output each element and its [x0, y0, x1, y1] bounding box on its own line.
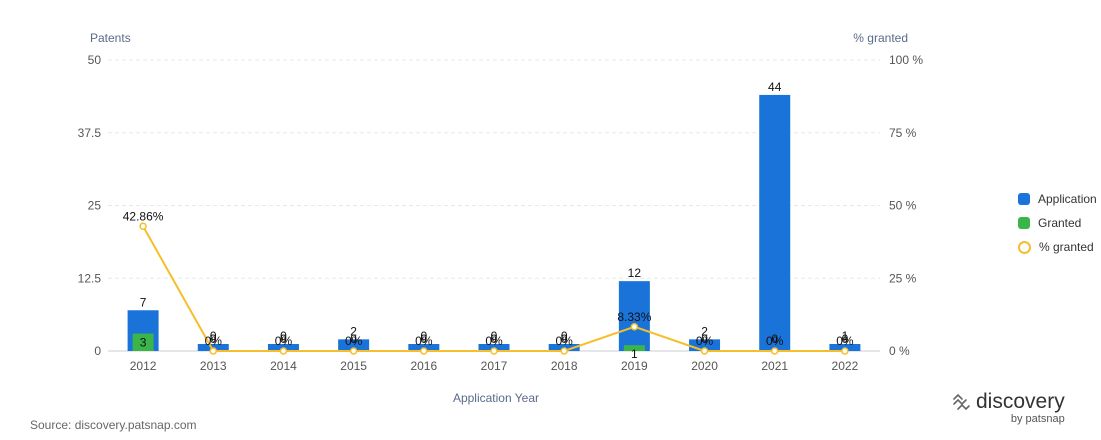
y2-axis-title: % granted	[853, 31, 908, 45]
data-label-pct-granted: 0%	[275, 334, 293, 348]
data-label-pct-granted: 0%	[836, 334, 854, 348]
legend-swatch-granted	[1018, 217, 1030, 229]
point-pct-granted	[139, 222, 147, 231]
y2-tick-label: 75 %	[889, 126, 917, 140]
data-label-granted: 1	[631, 347, 638, 361]
bar-application	[689, 339, 721, 351]
data-label-pct-granted: 0%	[485, 334, 503, 348]
bar-granted	[623, 345, 645, 351]
chart: 0 12.5 25 37.5 50 0 % 25 % 50 % 75 % 100 % Patents…	[78, 31, 924, 405]
y-axis-title: Patents	[90, 31, 131, 45]
y-tick-label: 25	[88, 199, 102, 213]
legend-item-granted[interactable]: Granted	[1018, 211, 1097, 235]
legend-label-application: Application	[1038, 192, 1097, 206]
data-label-granted: 0	[842, 332, 849, 346]
data-label-application: 0	[491, 329, 498, 343]
point-pct-granted	[560, 347, 568, 355]
brand-sub: by patsnap	[1010, 413, 1065, 425]
legend-label-pct-granted: % granted	[1039, 240, 1094, 254]
point-pct-granted	[630, 323, 639, 331]
legend-item-application[interactable]: Application	[1018, 187, 1097, 211]
x-tick-label: 2016	[410, 359, 437, 373]
data-label-application: 12	[628, 266, 642, 280]
x-tick-label: 2014	[270, 359, 297, 373]
x-tick-label: 2012	[130, 359, 157, 373]
data-label-pct-granted: 0%	[696, 334, 714, 348]
x-tick-label: 2018	[551, 359, 578, 373]
data-label-granted: 0	[561, 332, 568, 346]
data-label-granted: 0	[280, 332, 287, 346]
data-label-granted: 0	[350, 332, 357, 346]
legend: Application Granted % granted	[1018, 187, 1097, 259]
point-pct-granted	[841, 347, 849, 355]
point-pct-granted	[209, 347, 218, 355]
y2-tick-label: 50 %	[889, 199, 917, 213]
legend-swatch-pct-granted	[1018, 240, 1031, 254]
point-pct-granted	[349, 347, 358, 355]
data-label-pct-granted: 0%	[415, 334, 433, 348]
bar-granted	[132, 333, 154, 351]
bar-application	[618, 281, 650, 351]
x-tick-label: 2022	[832, 359, 859, 373]
y-tick-label: 0	[94, 344, 101, 358]
x-tick-label: 2019	[621, 359, 648, 373]
brand-name: discovery	[976, 390, 1065, 413]
y2-tick-label: 0 %	[889, 344, 910, 358]
data-label-granted: 0	[701, 332, 708, 346]
data-label-application: 0	[420, 329, 427, 343]
point-pct-granted	[770, 347, 779, 355]
y-tick-label: 12.5	[78, 271, 102, 285]
x-axis-title: Application Year	[453, 391, 539, 405]
data-label-granted: 3	[140, 336, 147, 350]
bar-application	[759, 94, 791, 352]
data-label-pct-granted: 8.33%	[617, 310, 651, 324]
source-note: Source: discovery.patsnap.com	[30, 418, 197, 432]
data-label-pct-granted: 0%	[766, 334, 784, 348]
point-pct-granted	[700, 347, 709, 355]
point-pct-granted	[279, 347, 288, 355]
legend-item-pct-granted[interactable]: % granted	[1018, 235, 1097, 259]
data-label-pct-granted: 42.86%	[123, 209, 164, 223]
data-label-application: 44	[768, 80, 782, 94]
y2-tick-label: 100 %	[889, 53, 923, 67]
data-label-granted: 0	[491, 332, 498, 346]
y-tick-label: 37.5	[78, 126, 102, 140]
point-pct-granted	[490, 347, 498, 355]
x-tick-label: 2015	[340, 359, 367, 373]
data-label-granted: 0	[210, 332, 217, 346]
data-label-application: 0	[210, 329, 217, 343]
data-label-granted: 0	[771, 332, 778, 346]
data-label-application: 2	[350, 324, 357, 338]
y2-tick-label: 25 %	[889, 271, 917, 285]
y-tick-label: 50	[88, 53, 102, 67]
legend-label-granted: Granted	[1038, 216, 1082, 230]
data-label-application: 7	[140, 295, 147, 309]
point-pct-granted	[420, 347, 428, 355]
data-label-application: 0	[561, 329, 568, 343]
x-tick-label: 2013	[200, 359, 227, 373]
bar-application	[338, 339, 370, 351]
x-tick-label: 2017	[481, 359, 508, 373]
x-tick-label: 2020	[691, 359, 718, 373]
x-tick-label: 2021	[761, 359, 788, 373]
data-label-application: 2	[701, 324, 708, 338]
brand-logo: discovery by patsnap	[950, 390, 1065, 425]
data-label-application: 1	[842, 329, 849, 343]
data-label-pct-granted: 0%	[556, 334, 574, 348]
legend-swatch-application	[1018, 193, 1030, 205]
data-label-pct-granted: 0%	[345, 334, 363, 348]
data-label-granted: 0	[420, 332, 427, 346]
data-label-pct-granted: 0%	[205, 334, 223, 348]
data-label-application: 0	[280, 329, 287, 343]
discovery-logo-icon	[953, 393, 970, 411]
